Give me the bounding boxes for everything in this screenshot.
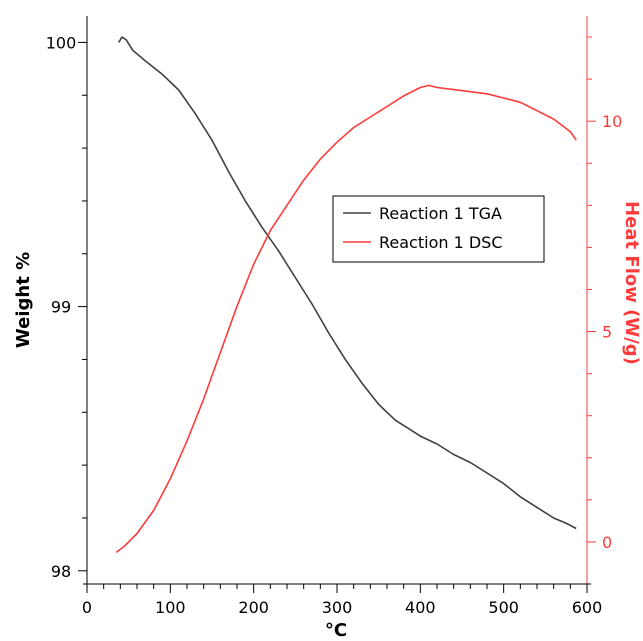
x-tick-label: 300 bbox=[322, 598, 353, 617]
y-axis-right-title: Heat Flow (W/g) bbox=[621, 201, 642, 365]
x-tick-label: 500 bbox=[488, 598, 519, 617]
y-right-tick-label: 0 bbox=[602, 533, 612, 552]
legend: Reaction 1 TGA Reaction 1 DSC bbox=[333, 196, 544, 262]
x-tick-label: 0 bbox=[82, 598, 92, 617]
axes-layer: 0 100 200 300 400 500 600 98 99 100 0 5 10 bbox=[46, 16, 623, 617]
y-right-tick-label: 10 bbox=[602, 112, 622, 131]
legend-label-dsc: Reaction 1 DSC bbox=[379, 233, 503, 252]
series-layer bbox=[116, 37, 576, 552]
series-line-dsc bbox=[116, 85, 576, 552]
x-tick-label: 400 bbox=[405, 598, 436, 617]
y-right-tick-label: 5 bbox=[602, 323, 612, 342]
x-tick-label: 100 bbox=[155, 598, 186, 617]
y-left-tick-label: 99 bbox=[51, 298, 71, 317]
y-left-tick-label: 98 bbox=[51, 562, 71, 581]
series-line-tga bbox=[119, 37, 577, 528]
x-tick-label: 200 bbox=[238, 598, 269, 617]
x-tick-label: 600 bbox=[572, 598, 603, 617]
y-left-tick-label: 100 bbox=[46, 33, 77, 52]
legend-label-tga: Reaction 1 TGA bbox=[379, 204, 502, 223]
x-axis-title: °C bbox=[325, 620, 347, 641]
y-axis-left-title: Weight % bbox=[13, 252, 34, 348]
